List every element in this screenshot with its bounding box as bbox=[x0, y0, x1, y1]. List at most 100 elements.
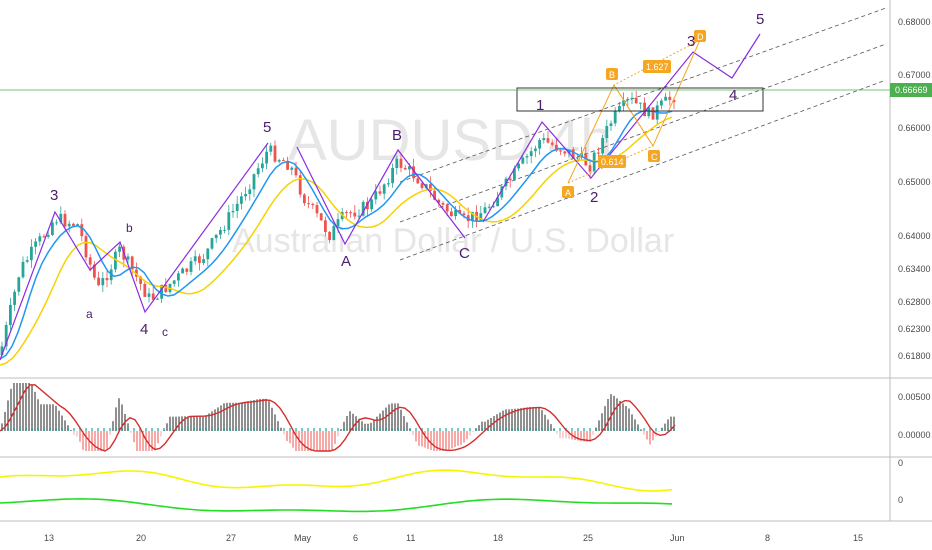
candle-body bbox=[248, 189, 252, 195]
candle-body bbox=[408, 166, 411, 170]
candle-body bbox=[252, 174, 256, 190]
candle-body bbox=[206, 248, 210, 260]
candle-body bbox=[67, 223, 71, 227]
candle-body bbox=[382, 184, 386, 194]
candle-body bbox=[202, 259, 205, 264]
macd-base-bar bbox=[97, 428, 99, 431]
macd-base-bar bbox=[145, 428, 147, 431]
macd-base-bar bbox=[427, 428, 429, 431]
macd-base-bar bbox=[109, 428, 111, 431]
price-axis[interactable]: 0.68000 0.67000 0.66000 0.65000 0.64000 … bbox=[890, 17, 932, 361]
candle-body bbox=[315, 205, 319, 214]
candle-body bbox=[639, 102, 642, 104]
candle-body bbox=[219, 229, 222, 235]
oscillator-axis[interactable]: 0 0 bbox=[898, 458, 903, 505]
candle-body bbox=[139, 276, 142, 284]
time-tick: 6 bbox=[353, 533, 358, 543]
macd-base-bar bbox=[553, 428, 555, 431]
wave-label-B: B bbox=[392, 127, 402, 144]
candle-body bbox=[538, 140, 541, 149]
candle-body bbox=[458, 210, 462, 214]
candle-body bbox=[567, 149, 571, 154]
oscillator-yellow-line bbox=[0, 469, 673, 492]
macd-base-bar bbox=[433, 428, 435, 431]
macd-base-bar bbox=[235, 428, 237, 431]
macd-base-bar bbox=[409, 428, 411, 431]
elliott-wave-abc[interactable] bbox=[296, 146, 466, 246]
candle-body bbox=[193, 256, 197, 262]
macd-base-bar bbox=[157, 428, 159, 431]
macd-base-bar bbox=[463, 428, 465, 431]
candle-body bbox=[546, 138, 550, 143]
candle-body bbox=[353, 212, 357, 217]
candle-body bbox=[374, 191, 378, 200]
price-tick: 0.62300 bbox=[898, 324, 931, 334]
macd-base-bar bbox=[637, 428, 639, 431]
candle-body bbox=[4, 325, 8, 347]
macd-base-bar bbox=[547, 428, 549, 431]
candle-body bbox=[93, 264, 96, 278]
candle-body bbox=[21, 261, 25, 278]
macd-base-bar bbox=[397, 428, 399, 431]
time-tick: 18 bbox=[493, 533, 503, 543]
elliott-wave-left[interactable] bbox=[0, 142, 269, 361]
candle-body bbox=[336, 219, 340, 227]
macd-base-bar bbox=[379, 428, 381, 431]
macd-base-bar bbox=[529, 428, 531, 431]
ema-slow-line bbox=[0, 116, 673, 366]
candle-body bbox=[294, 167, 298, 176]
candle-body bbox=[609, 123, 613, 127]
trend-channel[interactable] bbox=[399, 7, 887, 261]
time-axis[interactable]: 13 16 20 27 May 6 11 18 25 Jun 8 15 bbox=[44, 533, 863, 543]
current-price-badge bbox=[890, 83, 932, 97]
range-rectangle[interactable] bbox=[516, 87, 764, 112]
candle-body bbox=[240, 196, 243, 204]
candle-body bbox=[647, 107, 651, 117]
candle-body bbox=[244, 194, 247, 197]
macd-base-bar bbox=[73, 428, 75, 431]
time-tick: 27 bbox=[226, 533, 236, 543]
macd-base-bar bbox=[61, 428, 63, 431]
candle-body bbox=[235, 203, 239, 211]
candle-body bbox=[156, 298, 159, 300]
price-tick: 0.65000 bbox=[898, 177, 931, 187]
macd-base-bar bbox=[613, 428, 615, 431]
macd-base-bar bbox=[55, 428, 57, 431]
macd-base-bar bbox=[127, 428, 129, 431]
macd-base-bar bbox=[37, 428, 39, 431]
macd-base-bar bbox=[49, 428, 51, 431]
macd-axis[interactable]: 0.00500 0.00000 bbox=[898, 392, 931, 440]
oscillator-tick: 0 bbox=[898, 495, 903, 505]
candle-body bbox=[143, 283, 147, 297]
wave-label-1: 1 bbox=[536, 97, 544, 114]
macd-base-bar bbox=[571, 428, 573, 431]
wave-label-A: A bbox=[341, 253, 351, 270]
candle-body bbox=[433, 190, 436, 200]
macd-base-bar bbox=[349, 428, 351, 431]
candle-body bbox=[437, 199, 441, 203]
candle-body bbox=[416, 178, 420, 184]
candle-body bbox=[282, 160, 285, 162]
macd-base-bar bbox=[43, 428, 45, 431]
macd-base-bar bbox=[673, 428, 675, 431]
candle-body bbox=[286, 160, 289, 170]
macd-base-bar bbox=[499, 428, 501, 431]
macd-base-bar bbox=[91, 428, 93, 431]
wave-label-3: 3 bbox=[687, 33, 695, 50]
candle-body bbox=[177, 273, 180, 281]
macd-base-bar bbox=[307, 428, 309, 431]
candle-body bbox=[525, 156, 529, 158]
macd-base-bar bbox=[217, 428, 219, 431]
candle-body bbox=[660, 100, 663, 106]
macd-base-bar bbox=[253, 428, 255, 431]
wave-label-c-left: c bbox=[162, 325, 168, 339]
elliott-wave-right[interactable] bbox=[482, 33, 761, 223]
macd-base-bar bbox=[445, 428, 447, 431]
candle-body bbox=[72, 223, 75, 226]
candle-body bbox=[555, 144, 558, 151]
macd-base-bar bbox=[475, 428, 477, 431]
candlesticks bbox=[0, 91, 676, 356]
macd-base-bar bbox=[283, 428, 285, 431]
time-tick: Jun bbox=[670, 533, 685, 543]
